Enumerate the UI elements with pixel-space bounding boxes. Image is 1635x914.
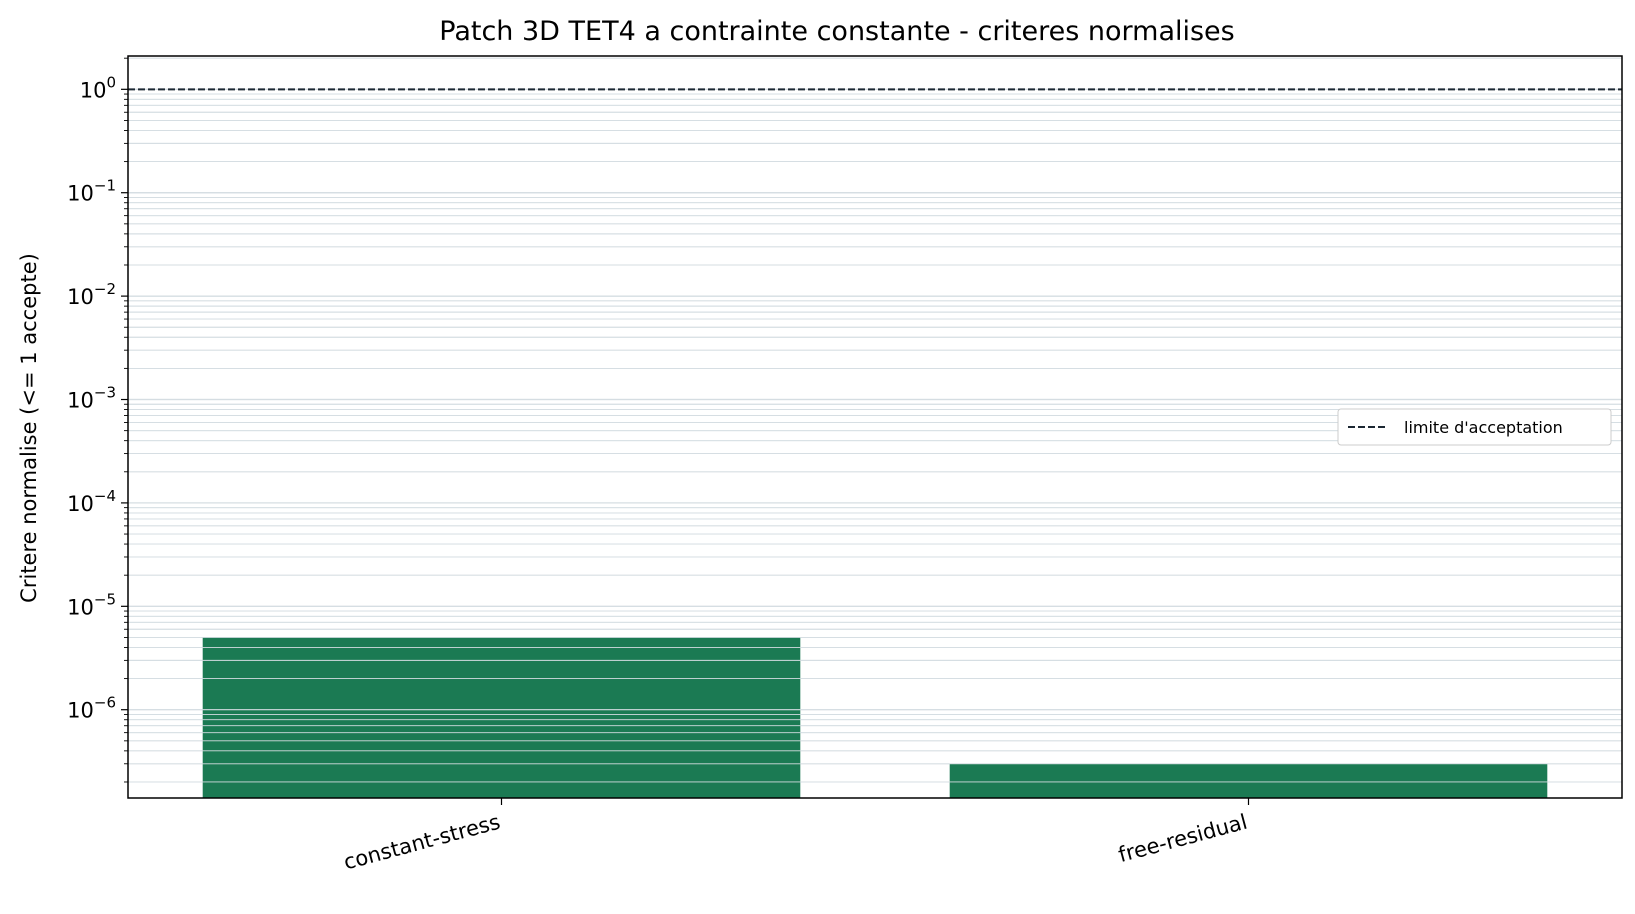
bars — [202, 637, 1548, 798]
bar-free-residual — [949, 763, 1548, 798]
legend: limite d'acceptation — [1337, 408, 1612, 446]
grid-lines-over-bars — [128, 57, 1622, 783]
y-tick-label: 10−1 — [67, 177, 116, 206]
y-tick-label: 10−3 — [67, 384, 116, 413]
y-tick-label: 10−6 — [67, 694, 116, 723]
y-tick-label: 10−5 — [67, 590, 116, 619]
y-tick-label: 10−4 — [67, 487, 116, 516]
y-axis-label: Critere normalise (<= 1 accepte) — [17, 253, 41, 603]
bar-constant-stress — [202, 637, 801, 798]
plot-frame — [127, 55, 1623, 799]
chart-title: Patch 3D TET4 a contrainte constante - c… — [439, 16, 1235, 47]
y-tick-label: 100 — [80, 73, 116, 102]
legend-entry-label: limite d'acceptation — [1404, 418, 1563, 437]
y-tick-label: 10−2 — [67, 280, 116, 309]
y-axis-ticks: 10−6 10−5 10−4 10−3 10−2 10−1 100 — [67, 57, 128, 783]
legend-box — [1337, 408, 1612, 446]
